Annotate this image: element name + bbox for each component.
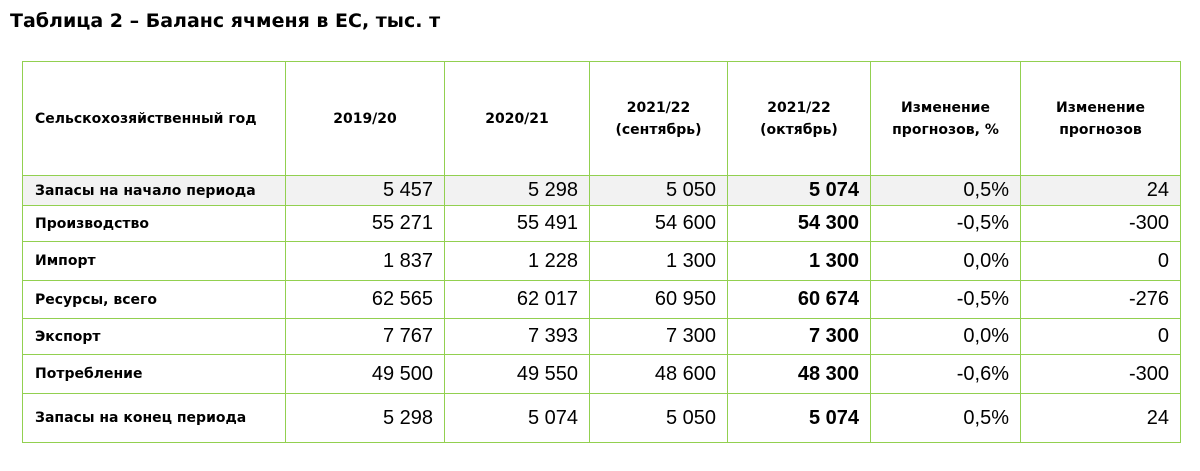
column-header-2021-22-october: 2021/22 (октябрь): [727, 61, 871, 176]
table-cell: 1 837: [285, 241, 445, 281]
column-header-forecast-change-percent: Изменение прогнозов, %: [870, 61, 1021, 176]
row-label: Экспорт: [22, 318, 286, 355]
table-cell: 24: [1020, 393, 1181, 443]
table-cell: 60 674: [727, 280, 871, 319]
table-cell: 60 950: [589, 280, 728, 319]
table-cell: 54 300: [727, 205, 871, 242]
table-cell: 62 565: [285, 280, 445, 319]
table-cell: 5 050: [589, 175, 728, 206]
table-cell: 0,5%: [870, 175, 1021, 206]
table-cell: -276: [1020, 280, 1181, 319]
row-label: Производство: [22, 205, 286, 242]
table-cell: 5 298: [285, 393, 445, 443]
column-header-forecast-change: Изменение прогнозов: [1020, 61, 1181, 176]
table-cell: 48 600: [589, 354, 728, 394]
table-row: Запасы на начало периода 5 457 5 298 5 0…: [22, 175, 1181, 206]
barley-balance-table: Сельскохозяйственный год 2019/20 2020/21…: [22, 61, 1181, 443]
table-row: Экспорт 7 767 7 393 7 300 7 300 0,0% 0: [22, 318, 1181, 355]
table-cell: 54 600: [589, 205, 728, 242]
table-cell: 5 050: [589, 393, 728, 443]
table-row: Импорт 1 837 1 228 1 300 1 300 0,0% 0: [22, 241, 1181, 281]
table-cell: 49 500: [285, 354, 445, 394]
header-row: Сельскохозяйственный год 2019/20 2020/21…: [22, 61, 1181, 176]
table-cell: 5 074: [444, 393, 590, 443]
row-label: Потребление: [22, 354, 286, 394]
table-cell: 49 550: [444, 354, 590, 394]
column-header-2019-20: 2019/20: [285, 61, 445, 176]
table-cell: -300: [1020, 205, 1181, 242]
table-cell: 1 300: [589, 241, 728, 281]
row-label: Импорт: [22, 241, 286, 281]
row-label: Ресурсы, всего: [22, 280, 286, 319]
table-row: Ресурсы, всего 62 565 62 017 60 950 60 6…: [22, 280, 1181, 319]
table-row: Потребление 49 500 49 550 48 600 48 300 …: [22, 354, 1181, 394]
table-cell: 7 767: [285, 318, 445, 355]
table-cell: 0,0%: [870, 318, 1021, 355]
table-cell: 0: [1020, 241, 1181, 281]
table-cell: -300: [1020, 354, 1181, 394]
table-cell: -0,5%: [870, 205, 1021, 242]
table-cell: 5 074: [727, 175, 871, 206]
table-cell: 7 300: [589, 318, 728, 355]
table-cell: 5 074: [727, 393, 871, 443]
table-cell: 5 457: [285, 175, 445, 206]
table-row: Производство 55 271 55 491 54 600 54 300…: [22, 205, 1181, 242]
table-cell: 7 393: [444, 318, 590, 355]
table-cell: 1 300: [727, 241, 871, 281]
table-cell: 5 298: [444, 175, 590, 206]
column-header-crop-year: Сельскохозяйственный год: [22, 61, 286, 176]
table-cell: 0,5%: [870, 393, 1021, 443]
page-title: Таблица 2 – Баланс ячменя в ЕС, тыс. т: [10, 10, 441, 32]
row-label: Запасы на конец периода: [22, 393, 286, 443]
table-cell: 7 300: [727, 318, 871, 355]
table-cell: -0,6%: [870, 354, 1021, 394]
table-cell: 55 491: [444, 205, 590, 242]
table-cell: 0,0%: [870, 241, 1021, 281]
table-cell: 24: [1020, 175, 1181, 206]
table-cell: 48 300: [727, 354, 871, 394]
table-cell: -0,5%: [870, 280, 1021, 319]
table-row: Запасы на конец периода 5 298 5 074 5 05…: [22, 393, 1181, 443]
table-cell: 1 228: [444, 241, 590, 281]
column-header-2021-22-september: 2021/22 (сентябрь): [589, 61, 728, 176]
row-label: Запасы на начало периода: [22, 175, 286, 206]
table-cell: 0: [1020, 318, 1181, 355]
table-cell: 62 017: [444, 280, 590, 319]
table-cell: 55 271: [285, 205, 445, 242]
column-header-2020-21: 2020/21: [444, 61, 590, 176]
